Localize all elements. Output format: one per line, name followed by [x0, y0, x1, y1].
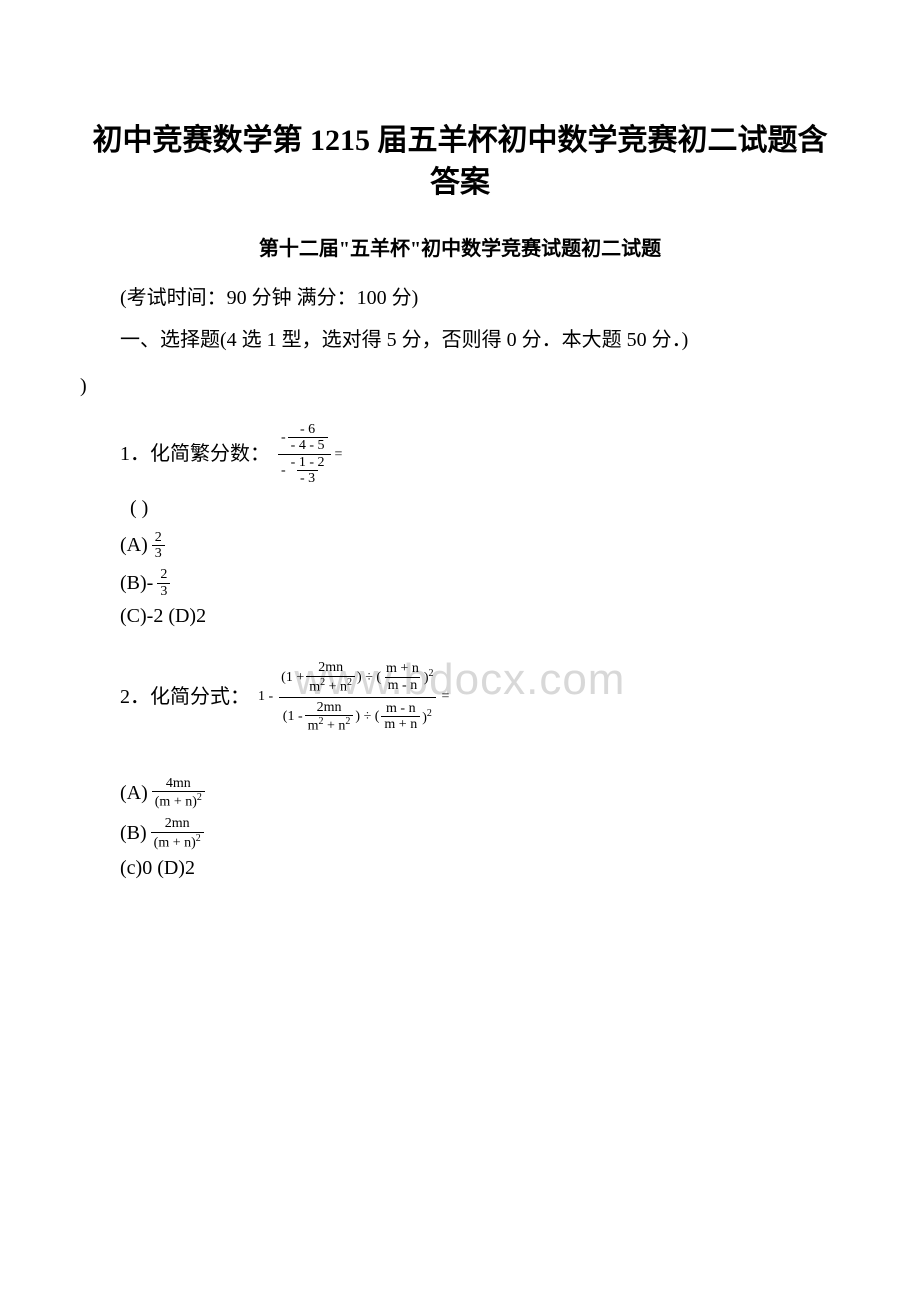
section-header-continue: )	[80, 370, 840, 402]
question-2: 2．化简分式： 1 - (1 + 2mn m2 + n2 ) ÷ ( m + n…	[120, 658, 840, 736]
q1-expression: - - 6 - 4 - 5 - - 1 - 2 - 3	[278, 422, 342, 487]
q2-choice-cd: (c)0 (D)2	[120, 857, 840, 880]
document-content: 初中竞赛数学第 1215 届五羊杯初中数学竞赛初二试题含答案 第十二届"五羊杯"…	[80, 120, 840, 880]
q1-label: 1．化简繁分数：	[120, 436, 270, 472]
exam-info: (考试时间：90 分钟 满分：100 分)	[80, 281, 840, 310]
section-header: 一、选择题(4 选 1 型，选对得 5 分，否则得 0 分．本大题 50 分．)	[80, 324, 840, 356]
subtitle: 第十二届"五羊杯"初中数学竞赛试题初二试题	[80, 232, 840, 261]
question-1: 1．化简繁分数： - - 6 - 4 - 5 -	[120, 422, 840, 487]
page-title: 初中竞赛数学第 1215 届五羊杯初中数学竞赛初二试题含答案	[80, 120, 840, 204]
q2-choice-b: (B) 2mn (m + n)2	[120, 816, 840, 850]
q1-paren: ( )	[130, 497, 840, 520]
q2-label: 2．化简分式：	[120, 679, 250, 715]
q2-expression: 1 - (1 + 2mn m2 + n2 ) ÷ ( m + n m - n )…	[258, 658, 449, 736]
q2-choice-a: (A) 4mn (m + n)2	[120, 776, 840, 810]
q1-choice-a: (A) 2 3	[120, 530, 840, 562]
q1-choice-cd: (C)-2 (D)2	[120, 605, 840, 628]
q1-choice-b: (B)- 2 3	[120, 567, 840, 599]
